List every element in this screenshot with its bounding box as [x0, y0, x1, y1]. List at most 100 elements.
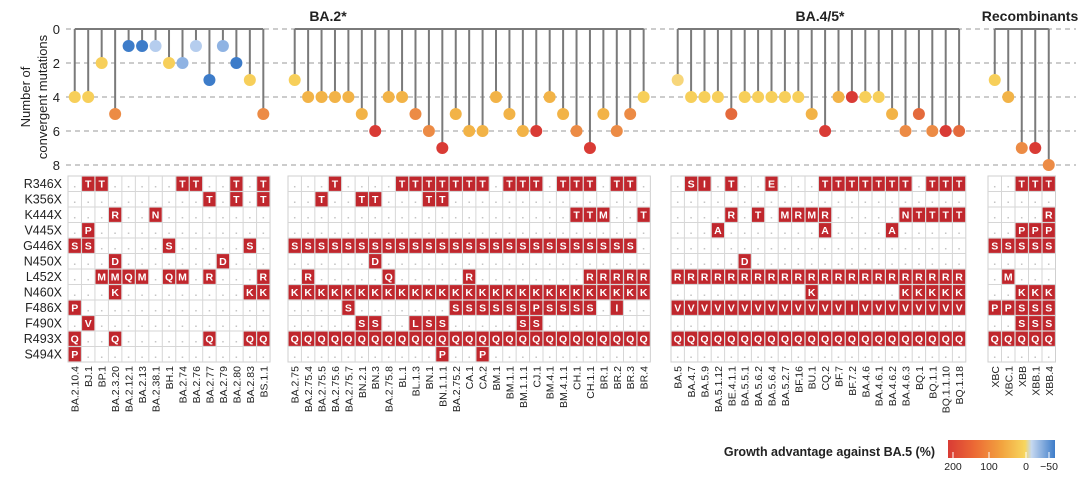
empty-cell-mark: . — [958, 349, 961, 361]
mutation-cell-label: R — [206, 272, 214, 284]
empty-cell-mark: . — [588, 225, 591, 237]
empty-cell-mark: . — [770, 210, 773, 222]
empty-cell-mark: . — [743, 241, 746, 253]
empty-cell-mark: . — [877, 256, 880, 268]
empty-cell-mark: . — [931, 256, 934, 268]
mutation-cell — [926, 285, 939, 300]
column-label: BR.3 — [625, 366, 637, 390]
empty-cell-mark: . — [334, 272, 337, 284]
group-0: . T T..... T T.. T. T.......... T. T. T... R.. N...… — [67, 28, 271, 412]
column-label: BA.5.1.12 — [713, 366, 725, 412]
empty-cell-mark: . — [154, 241, 157, 253]
mutation-cell — [302, 285, 315, 300]
mutation-cell-label: T — [506, 179, 513, 191]
mutation-cell-label: V — [728, 303, 735, 315]
empty-cell-mark: . — [307, 179, 310, 191]
mutation-cell-label: K — [600, 287, 608, 299]
mutation-cell — [449, 285, 462, 300]
empty-cell-mark: . — [850, 210, 853, 222]
empty-cell-mark: . — [917, 179, 920, 191]
column-label: BA.4.6.3 — [901, 366, 913, 406]
mutation-cell — [355, 331, 368, 346]
mutation-cell-label: Q — [331, 334, 339, 346]
mutation-cell — [570, 300, 583, 315]
column-label: BR.4 — [639, 366, 651, 390]
lineage-dot — [738, 91, 751, 103]
empty-cell-mark: . — [195, 318, 198, 330]
empty-cell-mark: . — [743, 318, 746, 330]
empty-cell-mark: . — [387, 256, 390, 268]
lineage-dot — [95, 57, 108, 69]
lineage-dot — [302, 91, 315, 103]
empty-cell-mark: . — [307, 349, 310, 361]
column-label: BQ.1 — [914, 366, 926, 390]
mutation-cell-label: R — [741, 272, 749, 284]
mutation-cell — [369, 331, 382, 346]
empty-cell-mark: . — [850, 318, 853, 330]
mutation-cell — [1015, 331, 1028, 346]
empty-cell-mark: . — [387, 225, 390, 237]
empty-cell-mark: . — [168, 179, 171, 191]
mutation-cell-label: T — [439, 179, 446, 191]
mutation-cell-label: S — [385, 241, 392, 253]
empty-cell-mark: . — [783, 287, 786, 299]
mutation-row-cells: P.............. — [71, 349, 265, 361]
empty-cell-mark: . — [181, 303, 184, 315]
mutation-cell-label: K — [385, 287, 393, 299]
empty-cell-mark: . — [427, 225, 430, 237]
column-label: XBB.1 — [1030, 366, 1042, 396]
empty-cell-mark: . — [993, 225, 996, 237]
empty-cell-mark: . — [1007, 349, 1010, 361]
lineage-dot — [832, 91, 845, 103]
mutation-cell — [765, 176, 778, 191]
mutation-cell-label: K — [586, 287, 594, 299]
empty-cell-mark: . — [730, 318, 733, 330]
mutation-cell — [1029, 238, 1042, 253]
empty-cell-mark: . — [783, 225, 786, 237]
empty-cell-mark: . — [904, 194, 907, 206]
row-label-n450x: N450X — [24, 255, 63, 269]
empty-cell-mark: . — [100, 303, 103, 315]
mutation-cell-label: S — [466, 303, 473, 315]
empty-cell-mark: . — [993, 194, 996, 206]
mutation-cell — [610, 331, 623, 346]
mutation-cell-label: S — [493, 241, 500, 253]
empty-cell-mark: . — [114, 318, 117, 330]
mutation-cell-label: P — [71, 303, 78, 315]
color-legend: Growth advantage against BA.5 (%) 200 100 0… — [724, 440, 1058, 473]
mutation-cell-label: S — [519, 318, 526, 330]
mutation-cell — [711, 300, 724, 315]
empty-cell-mark: . — [387, 210, 390, 222]
mutation-cell — [637, 269, 650, 284]
mutation-cell — [516, 238, 529, 253]
column-label: BL.1.3 — [410, 366, 422, 397]
mutation-cell — [176, 269, 189, 284]
lineage-dot — [988, 74, 1001, 86]
empty-cell-mark: . — [891, 287, 894, 299]
empty-cell-mark: . — [944, 318, 947, 330]
empty-cell-mark: . — [615, 349, 618, 361]
empty-cell-mark: . — [810, 318, 813, 330]
mutation-cell — [1015, 300, 1028, 315]
empty-cell-mark: . — [743, 194, 746, 206]
mutation-cell-label: K — [573, 287, 581, 299]
mutation-cell-label: R — [674, 272, 682, 284]
empty-cell-mark: . — [770, 225, 773, 237]
empty-cell-mark: . — [87, 272, 90, 284]
empty-cell-mark: . — [783, 256, 786, 268]
empty-cell-mark: . — [824, 256, 827, 268]
empty-cell-mark: . — [141, 241, 144, 253]
empty-cell-mark: . — [235, 241, 238, 253]
empty-cell-mark: . — [154, 318, 157, 330]
mutation-cell — [698, 300, 711, 315]
mutation-cell — [926, 176, 939, 191]
empty-cell-mark: . — [864, 256, 867, 268]
empty-cell-mark: . — [770, 194, 773, 206]
empty-cell-mark: . — [716, 241, 719, 253]
empty-cell-mark: . — [100, 225, 103, 237]
empty-cell-mark: . — [676, 256, 679, 268]
